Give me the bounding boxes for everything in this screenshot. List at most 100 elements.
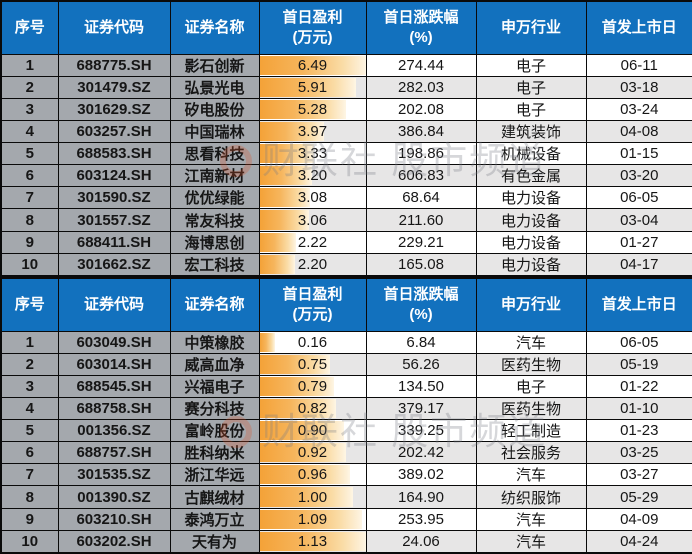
cell-change: 6.84 bbox=[365, 330, 477, 354]
cell-profit: 0.82 bbox=[258, 396, 367, 421]
table-row: 1 688775.SH 影石创新 6.49 274.44 电子 06-11 bbox=[0, 53, 692, 77]
cell-date: 06-05 bbox=[585, 330, 692, 354]
profit-value: 3.08 bbox=[297, 189, 328, 207]
column-header-profit: 首日盈利 (万元) bbox=[258, 0, 367, 55]
cell-code: 301479.SZ bbox=[57, 75, 171, 99]
cell-name: 富岭股份 bbox=[169, 419, 260, 443]
cell-code: 301629.SZ bbox=[57, 97, 171, 121]
profit-data-bar bbox=[260, 77, 357, 97]
cell-profit: 0.79 bbox=[258, 374, 367, 398]
profit-data-bar bbox=[260, 531, 365, 551]
column-header-profit: 首日盈利 (万元) bbox=[258, 277, 367, 332]
column-header-change: 首日涨跌幅 (%) bbox=[365, 277, 477, 332]
cell-date: 04-08 bbox=[585, 119, 692, 144]
cell-code: 301535.SZ bbox=[57, 463, 171, 487]
cell-date: 03-25 bbox=[585, 441, 692, 465]
cell-rank: 2 bbox=[0, 352, 59, 376]
cell-name: 思看科技 bbox=[169, 142, 260, 166]
table-row: 3 688545.SH 兴福电子 0.79 134.50 电子 01-22 bbox=[0, 374, 692, 398]
profit-data-bar bbox=[260, 376, 334, 396]
cell-name: 古麒绒材 bbox=[169, 485, 260, 509]
cell-industry: 医药生物 bbox=[475, 352, 587, 376]
cell-date: 05-19 bbox=[585, 352, 692, 376]
cell-rank: 8 bbox=[0, 208, 59, 232]
cell-profit: 5.28 bbox=[258, 97, 367, 121]
cell-change: 282.03 bbox=[365, 75, 477, 99]
cell-rank: 10 bbox=[0, 252, 59, 277]
column-header-name: 证券名称 bbox=[169, 277, 260, 332]
table-row: 2 603014.SH 威高血净 0.75 56.26 医药生物 05-19 bbox=[0, 352, 692, 376]
profit-value: 2.22 bbox=[297, 233, 328, 251]
cell-profit: 1.09 bbox=[258, 507, 367, 531]
profit-value: 0.96 bbox=[297, 466, 328, 484]
cell-profit: 3.20 bbox=[258, 164, 367, 188]
cell-code: 603210.SH bbox=[57, 507, 171, 531]
profit-value: 1.13 bbox=[297, 532, 328, 550]
profit-value: 5.91 bbox=[297, 78, 328, 96]
cell-date: 06-11 bbox=[585, 53, 692, 77]
profit-data-bar bbox=[260, 144, 314, 164]
table-row: 7 301535.SZ 浙江华远 0.96 389.02 汽车 03-27 bbox=[0, 463, 692, 487]
profit-data-bar bbox=[260, 398, 337, 419]
profit-value: 0.90 bbox=[297, 422, 328, 440]
cell-industry: 电子 bbox=[475, 53, 587, 77]
cell-industry: 轻工制造 bbox=[475, 419, 587, 443]
cell-profit: 6.49 bbox=[258, 53, 367, 77]
cell-code: 688758.SH bbox=[57, 396, 171, 421]
cell-profit: 3.06 bbox=[258, 208, 367, 232]
cell-date: 01-27 bbox=[585, 230, 692, 254]
cell-code: 688411.SH bbox=[57, 230, 171, 254]
cell-change: 24.06 bbox=[365, 529, 477, 554]
cell-code: 688775.SH bbox=[57, 53, 171, 77]
profit-value: 0.79 bbox=[297, 377, 328, 395]
profit-data-bar bbox=[260, 465, 350, 485]
profit-data-bar bbox=[260, 232, 296, 252]
cell-code: 603014.SH bbox=[57, 352, 171, 376]
table-row: 10 301662.SZ 宏工科技 2.20 165.08 电力设备 04-17 bbox=[0, 252, 692, 277]
cell-date: 01-22 bbox=[585, 374, 692, 398]
cell-code: 001356.SZ bbox=[57, 419, 171, 443]
cell-profit: 2.20 bbox=[258, 252, 367, 277]
cell-change: 202.42 bbox=[365, 441, 477, 465]
profit-value: 1.00 bbox=[297, 488, 328, 506]
table-row: 7 301590.SZ 优优绿能 3.08 68.64 电力设备 06-05 bbox=[0, 186, 692, 210]
profit-value: 0.92 bbox=[297, 444, 328, 462]
cell-change: 379.17 bbox=[365, 396, 477, 421]
cell-industry: 汽车 bbox=[475, 330, 587, 354]
cell-change: 134.50 bbox=[365, 374, 477, 398]
table-row: 9 603210.SH 泰鸿万立 1.09 253.95 汽车 04-09 bbox=[0, 507, 692, 531]
cell-rank: 9 bbox=[0, 507, 59, 531]
table-row: 5 688583.SH 思看科技 3.33 198.86 机械设备 01-15 bbox=[0, 142, 692, 166]
cell-rank: 9 bbox=[0, 230, 59, 254]
profit-value: 6.49 bbox=[297, 56, 328, 74]
profit-value: 5.28 bbox=[297, 100, 328, 118]
cell-code: 301590.SZ bbox=[57, 186, 171, 210]
cell-rank: 3 bbox=[0, 374, 59, 398]
profit-value: 0.82 bbox=[297, 399, 328, 417]
cell-industry: 电子 bbox=[475, 75, 587, 99]
cell-rank: 10 bbox=[0, 529, 59, 554]
profit-data-bar bbox=[260, 443, 346, 463]
cell-rank: 8 bbox=[0, 485, 59, 509]
cell-industry: 社会服务 bbox=[475, 441, 587, 465]
cell-industry: 电力设备 bbox=[475, 208, 587, 232]
column-header-code: 证券代码 bbox=[57, 277, 171, 332]
cell-date: 01-10 bbox=[585, 396, 692, 421]
cell-date: 05-29 bbox=[585, 485, 692, 509]
cell-rank: 2 bbox=[0, 75, 59, 99]
cell-industry: 电子 bbox=[475, 97, 587, 121]
profit-value: 3.97 bbox=[297, 122, 328, 140]
profit-data-bar bbox=[260, 166, 312, 186]
table-row: 3 301629.SZ 矽电股份 5.28 202.08 电子 03-24 bbox=[0, 97, 692, 121]
cell-rank: 4 bbox=[0, 119, 59, 144]
cell-name: 影石创新 bbox=[169, 53, 260, 77]
cell-rank: 1 bbox=[0, 330, 59, 354]
cell-name: 矽电股份 bbox=[169, 97, 260, 121]
profit-data-bar bbox=[260, 254, 296, 274]
cell-rank: 4 bbox=[0, 396, 59, 421]
cell-profit: 3.33 bbox=[258, 142, 367, 166]
cell-code: 603049.SH bbox=[57, 330, 171, 354]
table-row: 2 301479.SZ 弘景光电 5.91 282.03 电子 03-18 bbox=[0, 75, 692, 99]
cell-rank: 3 bbox=[0, 97, 59, 121]
